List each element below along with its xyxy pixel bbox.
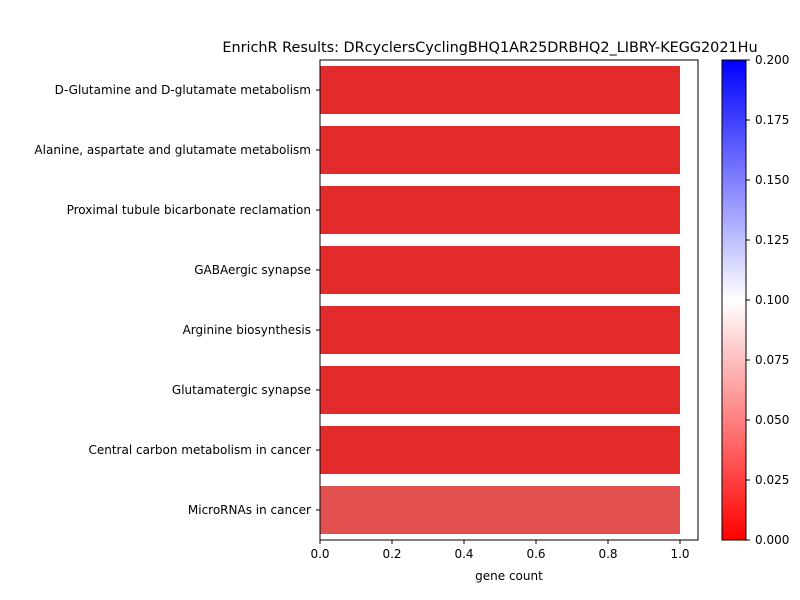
plot-area: D-Glutamine and D-glutamate metabolism Al… <box>34 66 690 561</box>
bar <box>320 126 680 174</box>
x-axis-label: gene count <box>475 569 543 583</box>
colorbar-tick-label: 0.050 <box>755 413 789 427</box>
bar <box>320 186 680 234</box>
bar <box>320 486 680 534</box>
bar <box>320 246 680 294</box>
chart-title: EnrichR Results: DRcyclersCyclingBHQ1AR2… <box>222 40 757 56</box>
y-tick-label: Proximal tubule bicarbonate reclamation <box>67 203 311 217</box>
colorbar-tick-label: 0.175 <box>755 113 789 127</box>
colorbar-gradient <box>721 59 747 541</box>
colorbar-tick-label: 0.075 <box>755 353 789 367</box>
y-tick-label: D-Glutamine and D-glutamate metabolism <box>55 83 311 97</box>
colorbar-tick-label: 0.200 <box>755 53 789 67</box>
colorbar-tick-label: 0.100 <box>755 293 789 307</box>
bar <box>320 66 680 114</box>
x-tick-label: 0.8 <box>598 547 617 561</box>
colorbar-tick-label: 0.150 <box>755 173 789 187</box>
colorbar-tick-label: 0.025 <box>755 473 789 487</box>
y-tick-label: MicroRNAs in cancer <box>188 503 311 517</box>
colorbar: 0.000 0.025 0.050 0.075 0.100 0.125 0.150 0.175… <box>721 53 789 547</box>
colorbar-tick-label: 0.125 <box>755 233 789 247</box>
y-tick-label: Alanine, aspartate and glutamate metabol… <box>34 143 311 157</box>
y-tick-label: Arginine biosynthesis <box>183 323 311 337</box>
x-tick-label: 0.0 <box>310 547 329 561</box>
bar <box>320 306 680 354</box>
y-tick-label: Glutamatergic synapse <box>172 383 311 397</box>
bar <box>320 426 680 474</box>
colorbar-tick-label: 0.000 <box>755 533 789 547</box>
x-tick-label: 1.0 <box>670 547 689 561</box>
x-tick-label: 0.6 <box>526 547 545 561</box>
plot-frame <box>319 59 699 541</box>
y-tick-label: GABAergic synapse <box>194 263 311 277</box>
x-tick-label: 0.2 <box>382 547 401 561</box>
y-tick-label: Central carbon metabolism in cancer <box>88 443 311 457</box>
x-tick-label: 0.4 <box>454 547 473 561</box>
bar <box>320 366 680 414</box>
